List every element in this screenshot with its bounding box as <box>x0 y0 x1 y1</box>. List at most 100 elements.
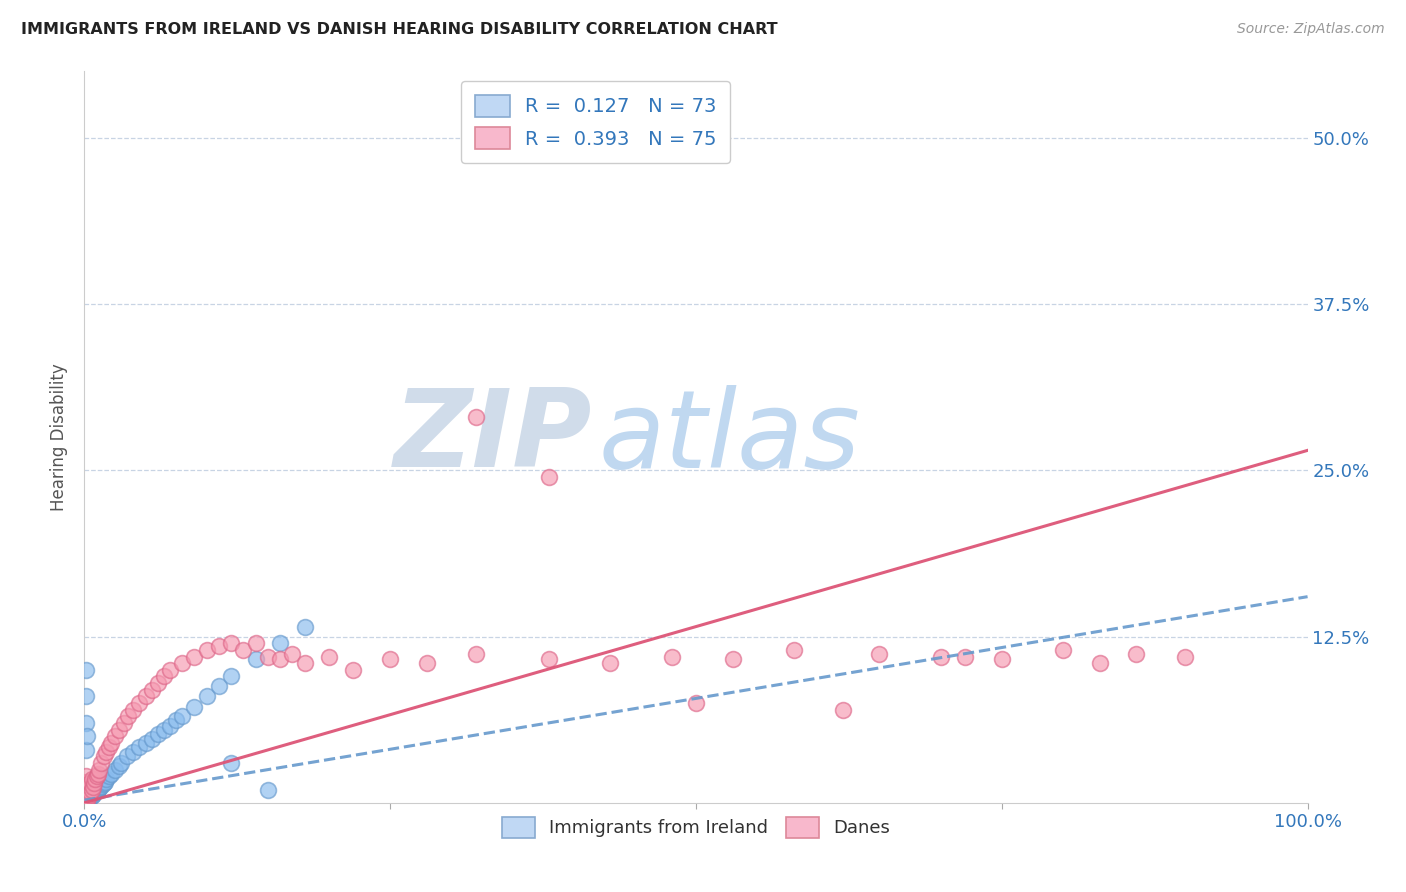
Point <box>86 777 108 791</box>
Point <box>76 787 98 801</box>
Point <box>122 703 145 717</box>
Point <box>110 756 132 770</box>
Point <box>76 789 98 804</box>
Point <box>869 647 891 661</box>
Point <box>79 790 101 805</box>
Point <box>87 766 110 780</box>
Point <box>97 739 120 754</box>
Point <box>76 780 98 794</box>
Point <box>104 729 127 743</box>
Point <box>80 772 103 786</box>
Point <box>77 790 100 805</box>
Point <box>153 669 176 683</box>
Point <box>90 779 112 793</box>
Point <box>380 652 402 666</box>
Point <box>115 749 138 764</box>
Point <box>96 745 118 759</box>
Point <box>91 777 114 791</box>
Point <box>75 792 97 806</box>
Point <box>1174 649 1197 664</box>
Point <box>83 787 105 801</box>
Text: Source: ZipAtlas.com: Source: ZipAtlas.com <box>1237 22 1385 37</box>
Point <box>75 782 97 797</box>
Point <box>79 785 101 799</box>
Point <box>416 656 439 670</box>
Point <box>87 782 110 797</box>
Point <box>117 709 139 723</box>
Point <box>75 787 97 801</box>
Point <box>991 652 1014 666</box>
Point <box>183 700 205 714</box>
Point <box>1125 647 1147 661</box>
Point <box>75 787 97 801</box>
Point <box>77 788 100 802</box>
Point <box>245 652 267 666</box>
Point <box>107 758 129 772</box>
Point <box>929 649 952 664</box>
Point <box>77 782 100 797</box>
Point <box>76 784 98 798</box>
Point <box>93 776 115 790</box>
Point <box>83 776 105 790</box>
Point <box>294 656 316 670</box>
Point <box>75 774 97 789</box>
Point <box>75 769 97 783</box>
Point <box>75 789 97 804</box>
Point <box>141 682 163 697</box>
Point <box>661 649 683 664</box>
Point <box>269 652 291 666</box>
Point <box>172 656 194 670</box>
Point <box>75 663 97 677</box>
Point <box>76 792 98 806</box>
Point <box>86 769 108 783</box>
Point <box>685 696 707 710</box>
Point <box>294 620 316 634</box>
Point <box>77 788 100 802</box>
Point <box>79 780 101 794</box>
Point <box>80 789 103 804</box>
Point <box>245 636 267 650</box>
Point <box>159 719 181 733</box>
Point <box>75 795 97 809</box>
Point <box>75 792 97 806</box>
Point <box>76 793 98 807</box>
Point <box>112 716 135 731</box>
Point <box>464 410 486 425</box>
Point <box>77 792 100 806</box>
Point <box>146 676 169 690</box>
Point <box>87 763 110 777</box>
Point <box>159 663 181 677</box>
Point <box>75 779 97 793</box>
Point <box>77 779 100 793</box>
Point <box>77 788 100 802</box>
Point <box>208 679 231 693</box>
Point <box>599 656 621 670</box>
Point <box>183 649 205 664</box>
Point <box>538 470 561 484</box>
Point <box>75 788 97 802</box>
Point <box>953 649 976 664</box>
Text: ZIP: ZIP <box>394 384 592 490</box>
Point <box>77 782 100 797</box>
Point <box>84 785 107 799</box>
Point <box>93 749 115 764</box>
Point <box>100 766 122 780</box>
Point <box>464 647 486 661</box>
Point <box>82 788 104 802</box>
Point <box>831 703 853 717</box>
Point <box>219 756 242 770</box>
Point <box>79 776 101 790</box>
Point <box>219 669 242 683</box>
Point <box>75 785 97 799</box>
Point <box>783 643 806 657</box>
Point <box>75 742 97 756</box>
Point <box>96 772 118 786</box>
Point <box>100 736 122 750</box>
Point <box>135 736 157 750</box>
Point <box>94 774 117 789</box>
Point <box>342 663 364 677</box>
Point <box>75 782 97 797</box>
Point <box>89 780 111 794</box>
Point <box>77 784 100 798</box>
Point <box>75 716 97 731</box>
